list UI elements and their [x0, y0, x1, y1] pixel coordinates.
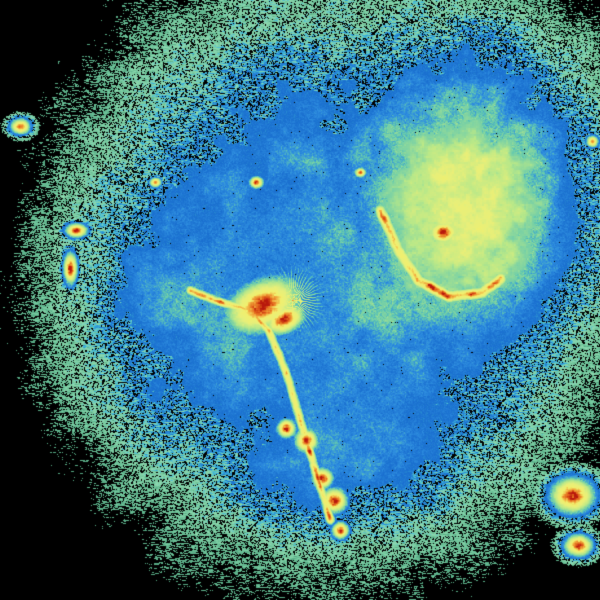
- image-viewport: [0, 0, 600, 600]
- false-color-sky-map: [0, 0, 600, 600]
- intensity-map-canvas: [0, 0, 600, 600]
